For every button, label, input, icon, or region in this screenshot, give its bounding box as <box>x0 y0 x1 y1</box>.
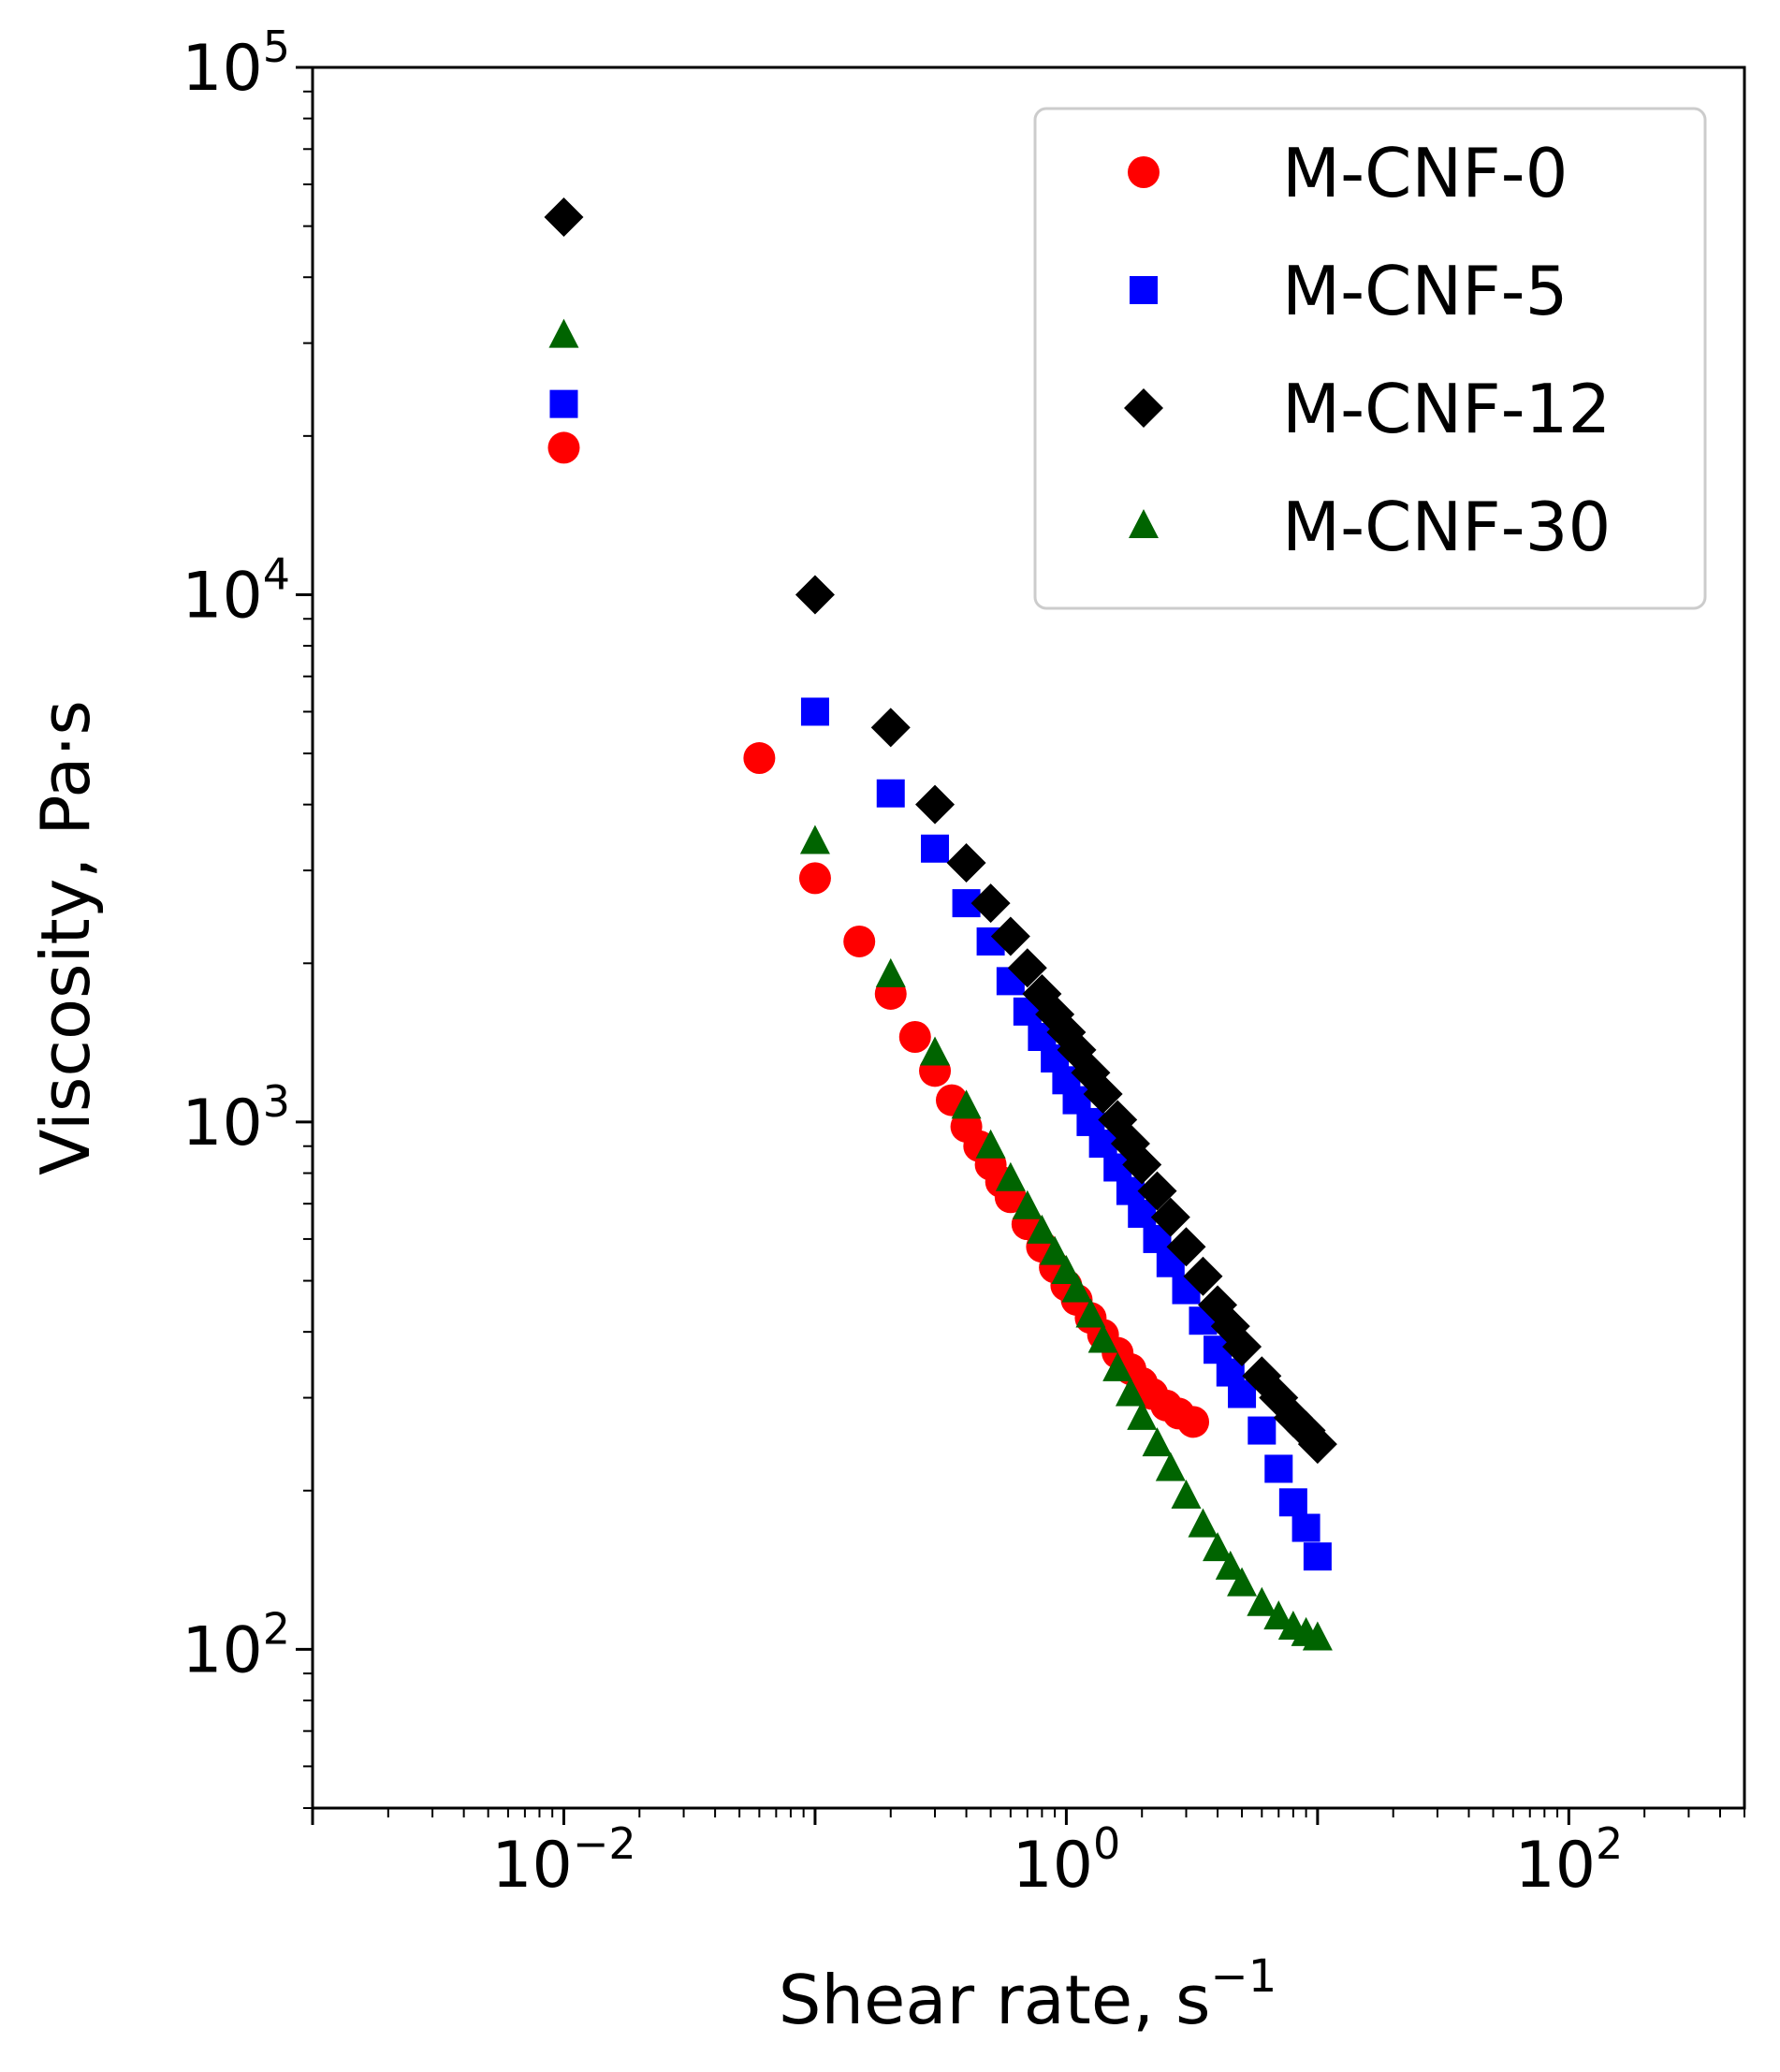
data-point <box>990 916 1030 956</box>
data-point <box>1303 1542 1332 1571</box>
data-point <box>1297 1424 1337 1465</box>
legend: M-CNF-0 M-CNF-5 M-CNF-12 M-CNF-30 <box>1033 107 1707 610</box>
data-point <box>1087 1323 1118 1353</box>
data-point <box>1247 1416 1277 1445</box>
series-M-CNF-30 <box>548 318 1333 1651</box>
data-point <box>1247 1586 1277 1616</box>
y-tick-label: 102 <box>182 1603 290 1687</box>
legend-box <box>1033 107 1707 610</box>
data-point <box>1183 1256 1223 1296</box>
data-point <box>743 742 776 775</box>
y-tick-label: 105 <box>182 22 290 106</box>
x-tick-label: 10−2 <box>491 1818 635 1903</box>
data-point <box>970 883 1011 924</box>
x-axis-title-superscript: −1 <box>1211 1950 1277 2003</box>
data-point <box>995 1161 1026 1191</box>
data-point <box>1171 1479 1202 1509</box>
y-axis-title: Viscosity, Pa·s <box>26 700 105 1175</box>
data-point <box>799 824 830 854</box>
data-point <box>1166 1227 1206 1267</box>
data-point <box>921 834 950 863</box>
x-tick-label: 102 <box>1514 1818 1623 1903</box>
data-point <box>946 843 986 883</box>
data-point <box>870 708 911 748</box>
data-point <box>798 862 831 895</box>
data-point <box>795 575 835 615</box>
y-tick-label: 103 <box>182 1076 290 1160</box>
data-point <box>1264 1454 1293 1483</box>
x-tick-label: 100 <box>1013 1818 1121 1903</box>
legend-marker <box>1128 156 1160 188</box>
data-point <box>1142 1427 1173 1457</box>
data-point <box>544 197 584 238</box>
legend-entries: M-CNF-0 M-CNF-5 M-CNF-12 M-CNF-30 <box>1124 134 1611 566</box>
data-point <box>1102 1351 1133 1381</box>
data-point <box>1061 1273 1092 1303</box>
data-point <box>1203 1532 1233 1562</box>
legend-marker <box>1129 509 1159 538</box>
legend-label: M-CNF-30 <box>1282 488 1611 566</box>
data-point <box>547 431 580 464</box>
data-point <box>549 389 578 418</box>
data-point <box>1051 1254 1082 1284</box>
y-tick-labels: 102 103 104 105 <box>182 22 290 1687</box>
data-point <box>1291 1513 1320 1542</box>
legend-marker <box>1124 388 1163 428</box>
x-axis-title: Shear rate, s−1 <box>779 1950 1277 2039</box>
data-point <box>1188 1508 1218 1538</box>
data-point <box>1177 1406 1210 1438</box>
data-point <box>1007 948 1047 988</box>
series-M-CNF-12 <box>544 197 1337 1465</box>
data-point <box>1222 1326 1262 1366</box>
data-point <box>876 779 905 808</box>
data-point <box>1027 1214 1058 1244</box>
data-point <box>1122 1145 1162 1185</box>
data-point <box>1075 1298 1106 1328</box>
data-point <box>843 925 876 957</box>
legend-marker <box>1130 276 1158 304</box>
data-point <box>1150 1197 1190 1237</box>
y-tick-label: 104 <box>182 548 290 633</box>
plot-frame <box>311 66 1746 1810</box>
data-point <box>800 697 829 726</box>
data-point <box>1302 1621 1333 1651</box>
data-point <box>548 318 579 348</box>
data-point <box>875 957 906 987</box>
data-point <box>1127 1400 1158 1430</box>
data-point <box>1083 1074 1123 1115</box>
data-point <box>898 1020 931 1053</box>
legend-label: M-CNF-0 <box>1282 134 1568 212</box>
data-point <box>1263 1600 1294 1630</box>
data-point <box>1215 1550 1246 1580</box>
data-point <box>1137 1171 1177 1211</box>
data-point <box>1115 1377 1145 1407</box>
data-point <box>975 1129 1006 1159</box>
data-point <box>915 784 956 824</box>
data-marks <box>544 197 1337 1651</box>
data-point <box>1278 1488 1307 1517</box>
x-axis-title-text: Shear rate, s <box>779 1961 1211 2039</box>
x-tick-labels: 10−2 100 102 <box>491 1818 1623 1903</box>
data-point <box>1227 1567 1258 1597</box>
data-point <box>1040 1235 1071 1265</box>
data-point <box>1012 1189 1043 1219</box>
data-point <box>920 1036 951 1066</box>
legend-label: M-CNF-5 <box>1282 252 1568 330</box>
data-point <box>1155 1452 1186 1481</box>
legend-label: M-CNF-12 <box>1282 370 1611 448</box>
axis-ticks <box>296 66 1745 1825</box>
data-point <box>951 1089 982 1119</box>
